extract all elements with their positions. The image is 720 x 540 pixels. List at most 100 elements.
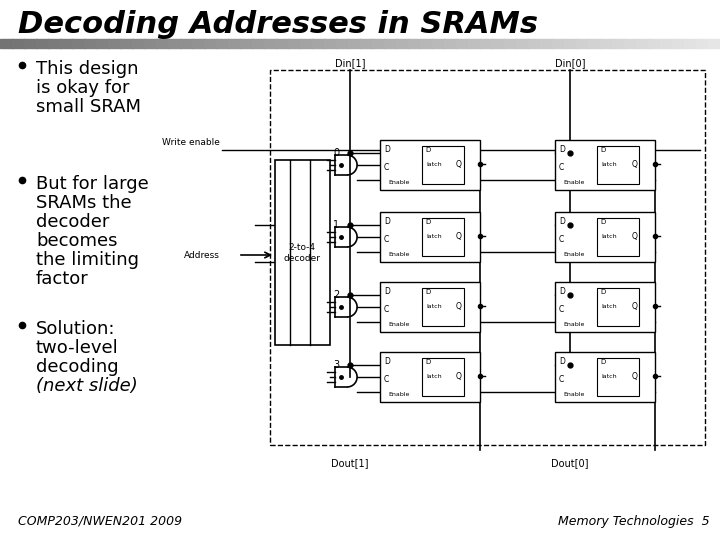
Text: Enable: Enable <box>563 322 585 327</box>
Bar <box>708 39 720 48</box>
Bar <box>672 39 685 48</box>
Bar <box>96 39 109 48</box>
Bar <box>420 39 433 48</box>
Bar <box>372 39 385 48</box>
Text: latch: latch <box>426 161 441 166</box>
Bar <box>240 39 253 48</box>
Text: latch: latch <box>601 161 616 166</box>
Text: Enable: Enable <box>563 180 585 185</box>
Bar <box>528 39 541 48</box>
Bar <box>648 39 661 48</box>
Bar <box>380 352 480 402</box>
Text: Q: Q <box>456 232 462 240</box>
Text: 2-to-4
decoder: 2-to-4 decoder <box>284 244 320 262</box>
Bar <box>660 39 673 48</box>
Text: D: D <box>384 287 390 295</box>
Text: D: D <box>559 217 565 226</box>
Bar <box>24 39 37 48</box>
Text: Enable: Enable <box>563 392 585 397</box>
Bar <box>624 39 637 48</box>
Text: 0: 0 <box>333 148 339 158</box>
Bar <box>132 39 145 48</box>
Text: becomes: becomes <box>36 232 117 250</box>
Text: C: C <box>384 305 390 314</box>
Bar <box>252 39 265 48</box>
Bar <box>516 39 529 48</box>
Bar <box>636 39 649 48</box>
Text: Q: Q <box>631 232 637 240</box>
Text: D: D <box>384 356 390 366</box>
Text: Dout[1]: Dout[1] <box>331 458 369 468</box>
Text: COMP203/NWEN201 2009: COMP203/NWEN201 2009 <box>18 515 182 528</box>
Text: Q: Q <box>456 372 462 381</box>
Bar <box>597 218 639 256</box>
Text: Q: Q <box>456 301 462 310</box>
Bar <box>36 39 49 48</box>
Text: latch: latch <box>601 303 616 308</box>
Text: D: D <box>600 359 606 365</box>
Text: 1: 1 <box>333 220 339 230</box>
Text: (next slide): (next slide) <box>36 377 138 395</box>
Bar <box>600 39 613 48</box>
Text: Din[1]: Din[1] <box>335 58 365 68</box>
Text: This design: This design <box>36 60 138 78</box>
Bar <box>422 218 464 256</box>
Bar <box>588 39 601 48</box>
Bar <box>456 39 469 48</box>
Text: Q: Q <box>631 372 637 381</box>
Text: 2: 2 <box>333 290 339 300</box>
Bar <box>270 70 705 445</box>
Bar <box>564 39 577 48</box>
Text: D: D <box>600 147 606 153</box>
Text: D: D <box>425 289 431 295</box>
Bar <box>396 39 409 48</box>
Bar <box>72 39 85 48</box>
Bar <box>60 39 73 48</box>
Text: Enable: Enable <box>388 180 410 185</box>
Text: D: D <box>559 356 565 366</box>
Text: D: D <box>559 145 565 153</box>
Bar <box>576 39 589 48</box>
Bar <box>380 282 480 332</box>
Bar <box>468 39 481 48</box>
Bar <box>444 39 457 48</box>
Bar <box>360 39 373 48</box>
Bar <box>555 282 655 332</box>
Bar <box>480 39 493 48</box>
Text: Write enable: Write enable <box>162 138 220 147</box>
Text: Enable: Enable <box>388 252 410 257</box>
Bar <box>422 288 464 326</box>
Bar <box>684 39 697 48</box>
Bar <box>504 39 517 48</box>
Text: Decoding Addresses in SRAMs: Decoding Addresses in SRAMs <box>18 10 538 39</box>
Text: two-level: two-level <box>36 339 119 357</box>
Text: D: D <box>600 289 606 295</box>
Bar <box>156 39 169 48</box>
Text: decoding: decoding <box>36 358 119 376</box>
Bar <box>312 39 325 48</box>
Bar <box>276 39 289 48</box>
Text: C: C <box>559 375 564 384</box>
Text: C: C <box>384 375 390 384</box>
Text: D: D <box>600 219 606 225</box>
Bar <box>552 39 565 48</box>
Text: Address: Address <box>184 251 220 260</box>
Bar <box>300 39 313 48</box>
Bar <box>288 39 301 48</box>
Bar <box>180 39 193 48</box>
Bar <box>408 39 421 48</box>
Bar <box>168 39 181 48</box>
Text: D: D <box>425 147 431 153</box>
Bar <box>348 39 361 48</box>
Text: small SRAM: small SRAM <box>36 98 141 116</box>
Text: D: D <box>425 219 431 225</box>
Text: C: C <box>384 235 390 244</box>
Bar <box>432 39 445 48</box>
Text: latch: latch <box>601 233 616 239</box>
Bar <box>120 39 133 48</box>
Text: Memory Technologies  5: Memory Technologies 5 <box>559 515 710 528</box>
Bar <box>192 39 205 48</box>
Bar <box>0 39 13 48</box>
Text: D: D <box>384 217 390 226</box>
Bar <box>84 39 97 48</box>
